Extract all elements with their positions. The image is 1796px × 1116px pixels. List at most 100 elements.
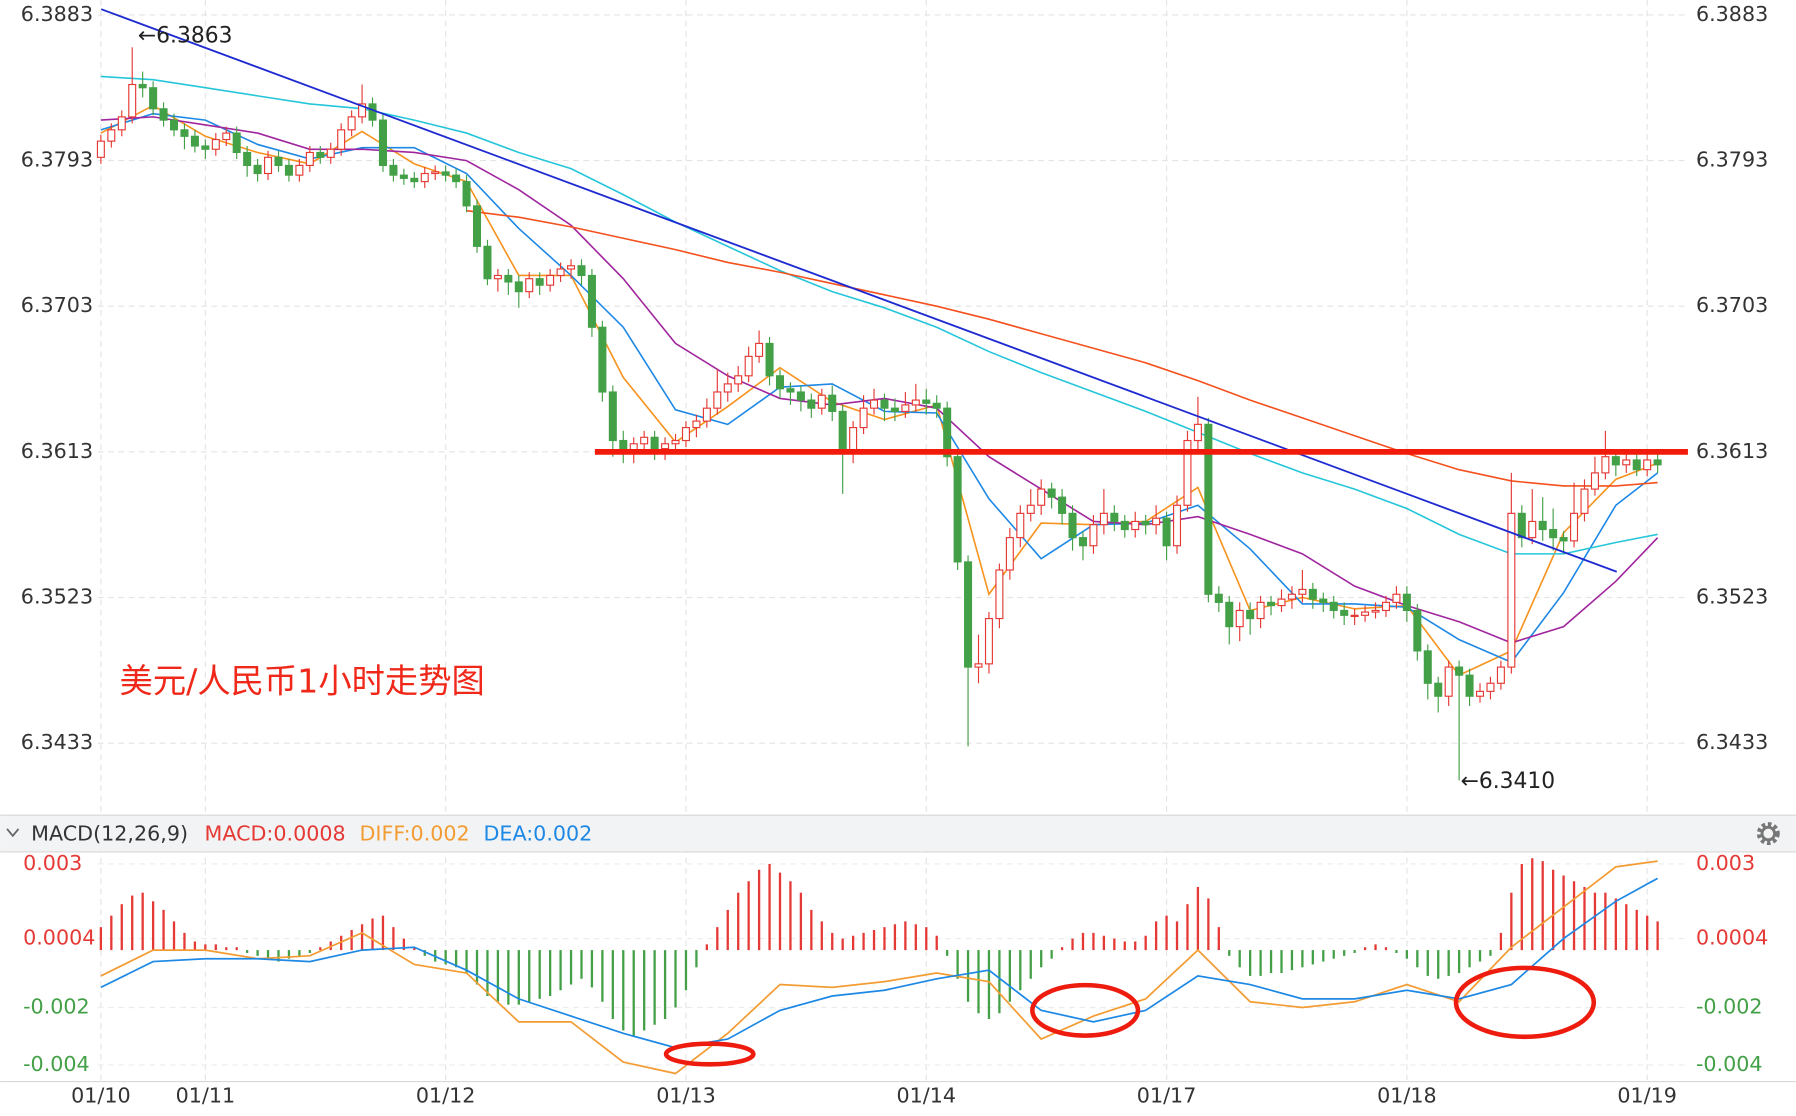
- candle-body: [337, 129, 346, 150]
- candle-body: [326, 148, 335, 158]
- candle-body: [598, 326, 607, 393]
- candle-body: [1601, 456, 1610, 474]
- candle-body: [358, 103, 367, 118]
- candle-body: [734, 375, 743, 385]
- candle-body: [1559, 537, 1568, 542]
- candle-body: [378, 119, 387, 166]
- y-tick-label: 6.3793: [1696, 148, 1768, 172]
- candle-body: [859, 407, 868, 429]
- candle-body: [1099, 512, 1108, 526]
- candle-body: [1507, 512, 1516, 668]
- candle-body: [1549, 528, 1558, 539]
- candle-body: [201, 145, 210, 150]
- candle-body: [1423, 650, 1432, 684]
- candle-body: [1465, 674, 1474, 697]
- candle-body: [796, 391, 805, 401]
- candle-body: [525, 278, 534, 293]
- candle-body: [1173, 504, 1182, 547]
- x-tick-label: 01/12: [416, 1083, 476, 1107]
- candle-body: [305, 151, 314, 166]
- candle-body: [880, 399, 889, 409]
- y-tick-label: -0.004: [23, 1052, 90, 1076]
- highlight-ellipse: [663, 1041, 756, 1067]
- candle-body: [713, 391, 722, 409]
- candle-body: [107, 129, 116, 142]
- readout: DIFF:0.002: [359, 822, 469, 846]
- candle-body: [1162, 517, 1171, 547]
- candle-body: [1496, 666, 1505, 684]
- candle-body: [1267, 601, 1276, 607]
- candle-body: [431, 171, 440, 175]
- trend-line: [100, 8, 1618, 573]
- y-tick-label: 6.3523: [1696, 585, 1768, 609]
- candle-body: [243, 151, 252, 166]
- candle-body: [483, 245, 492, 280]
- settings-icon[interactable]: [1756, 822, 1780, 846]
- x-tick-label: 01/11: [176, 1083, 236, 1107]
- candle-body: [1643, 459, 1652, 471]
- candle-body: [1340, 609, 1349, 616]
- candle-body: [974, 663, 983, 668]
- candle-body: [1590, 472, 1599, 490]
- candle-body: [399, 174, 408, 179]
- y-tick-label: 6.3433: [21, 730, 93, 754]
- candle-body: [1622, 459, 1631, 466]
- candle-body: [1413, 609, 1422, 652]
- candle-body: [1204, 423, 1213, 595]
- marks-layer: [96, 47, 1662, 1075]
- y-tick-label: 6.3523: [21, 585, 93, 609]
- candle-body: [775, 375, 785, 390]
- x-tick-label: 01/13: [656, 1083, 716, 1107]
- indicator-header: [0, 815, 1796, 852]
- candle-body: [702, 407, 711, 422]
- candle-body: [222, 132, 231, 141]
- candle-body: [1517, 512, 1526, 539]
- candle-body: [911, 399, 920, 406]
- candle-body: [1402, 593, 1411, 612]
- y-tick-label: -0.004: [1696, 1052, 1763, 1076]
- chart-title: 美元/人民币1小时走势图: [120, 662, 485, 701]
- low-annotation: ←6.3410: [1461, 769, 1556, 794]
- y-tick-label: 0.003: [1696, 851, 1755, 875]
- candle-body: [1538, 520, 1547, 531]
- candle-body: [180, 129, 189, 137]
- candle-body: [253, 164, 262, 175]
- candle-body: [1475, 690, 1485, 697]
- highlight-ellipse: [1453, 965, 1597, 1040]
- candle-body: [838, 410, 847, 455]
- candle-body: [640, 436, 649, 445]
- readout: DEA:0.002: [483, 822, 592, 846]
- candle-body: [1653, 459, 1662, 466]
- candle-body: [1193, 423, 1202, 442]
- candle-body: [995, 569, 1004, 620]
- candle-body: [953, 456, 962, 563]
- candle-body: [190, 135, 199, 147]
- candle-body: [755, 342, 764, 357]
- candle-body: [1611, 456, 1620, 466]
- collapse-icon[interactable]: [6, 828, 20, 838]
- candle-body: [514, 281, 523, 293]
- y-tick-label: 6.3613: [21, 439, 93, 463]
- candle-body: [943, 407, 952, 458]
- candle-body: [264, 156, 273, 175]
- x-tick-label: 01/19: [1617, 1083, 1677, 1107]
- candle-body: [295, 164, 304, 176]
- candle-body: [1361, 611, 1370, 616]
- indicator-line: [100, 877, 1659, 1049]
- candle-body: [817, 394, 826, 409]
- candle-body: [661, 443, 670, 450]
- candle-body: [274, 156, 283, 166]
- y-tick-label: 0.003: [23, 851, 82, 875]
- y-tick-label: 6.3793: [21, 148, 93, 172]
- candle-body: [410, 177, 419, 183]
- candle-body: [211, 138, 220, 150]
- candle-body: [1110, 512, 1119, 523]
- candle-body: [1308, 588, 1317, 600]
- candle-body: [1120, 520, 1129, 531]
- candle-body: [1016, 512, 1025, 539]
- y-tick-label: 6.3703: [21, 293, 93, 317]
- candle-body: [546, 274, 555, 286]
- candle-body: [587, 274, 596, 328]
